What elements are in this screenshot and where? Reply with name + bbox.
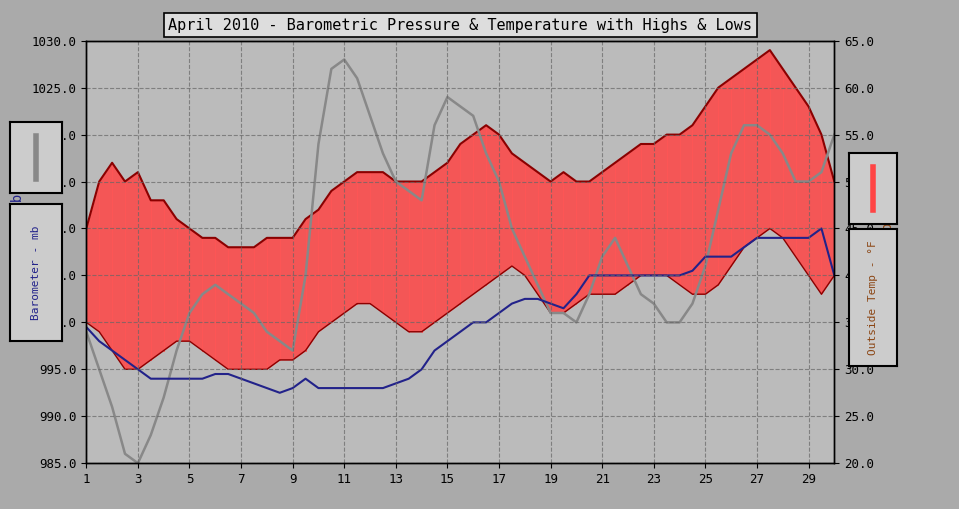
Text: Barometer - mb: Barometer - mb (31, 225, 41, 320)
Y-axis label: Outside Temp - °F: Outside Temp - °F (881, 181, 895, 323)
Text: Outside Temp - °F: Outside Temp - °F (868, 240, 877, 355)
Title: April 2010 - Barometric Pressure & Temperature with Highs & Lows: April 2010 - Barometric Pressure & Tempe… (169, 18, 752, 33)
Y-axis label: Barometer - mb: Barometer - mb (11, 193, 25, 310)
